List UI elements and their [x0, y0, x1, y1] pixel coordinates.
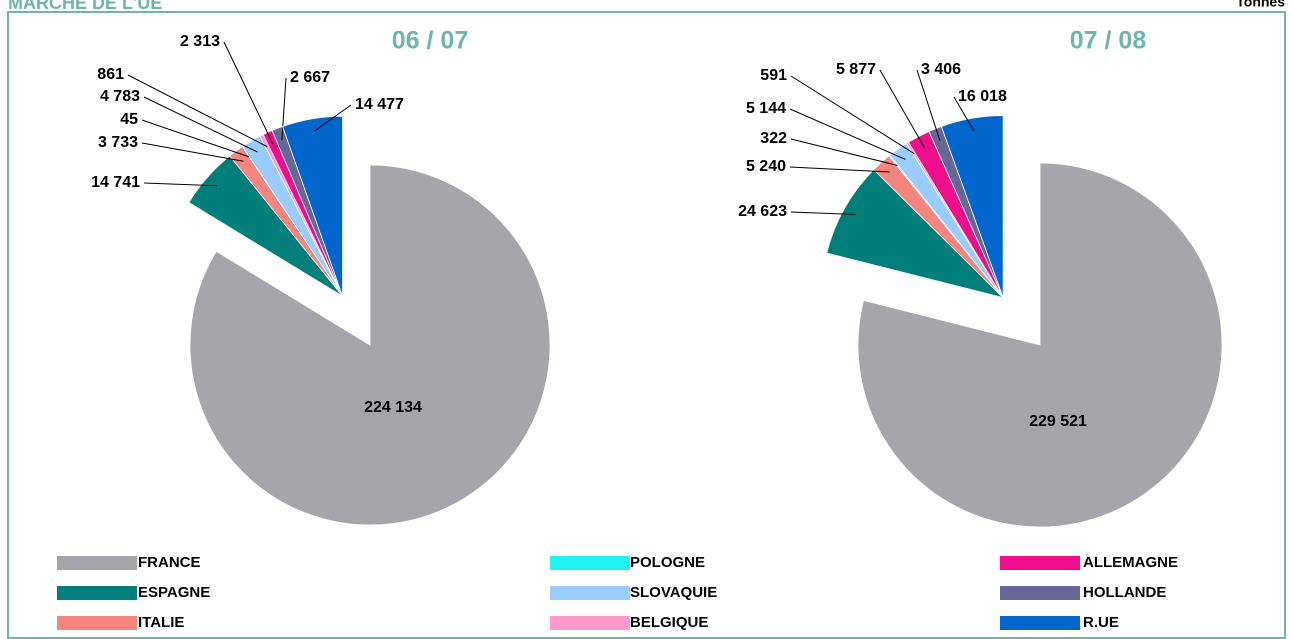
pie-slice	[857, 162, 1223, 528]
value-label: 45	[120, 111, 138, 128]
leader-line	[141, 119, 250, 158]
legend-swatch	[1000, 616, 1080, 630]
legend-swatch	[57, 616, 137, 630]
legend-label: POLOGNE	[630, 554, 705, 571]
leader-line	[916, 69, 941, 141]
leader-line	[281, 77, 287, 141]
legend-label: HOLLANDE	[1083, 584, 1166, 601]
leader-line	[127, 74, 268, 148]
value-label: 2 313	[180, 33, 220, 50]
pie-slice	[189, 164, 551, 526]
leader-line	[790, 138, 898, 166]
value-label: 4 783	[100, 88, 140, 105]
leader-line	[313, 104, 352, 132]
legend-swatch	[550, 616, 630, 630]
pie-title: 06 / 07	[392, 27, 468, 55]
leader-line	[143, 96, 258, 153]
value-label: 5 240	[746, 158, 786, 175]
legend-swatch	[57, 556, 137, 570]
frame	[7, 11, 1286, 639]
leader-line	[789, 108, 906, 160]
value-label: 3 406	[921, 61, 961, 78]
value-label: 24 623	[738, 203, 787, 220]
pie-slice	[940, 115, 1004, 298]
units-label: Tonnes	[1236, 0, 1285, 10]
legend-label: ALLEMAGNE	[1083, 554, 1178, 571]
leader-line	[953, 96, 975, 132]
legend-label: SLOVAQUIE	[630, 584, 717, 601]
legend-swatch	[550, 586, 630, 600]
value-label: 224 134	[364, 399, 422, 416]
legend-swatch	[1000, 586, 1080, 600]
legend-label: ITALIE	[138, 614, 184, 631]
value-label: 229 521	[1029, 413, 1087, 430]
legend-swatch	[57, 586, 137, 600]
leader-line	[789, 166, 890, 173]
value-label: 861	[97, 66, 124, 83]
leader-line	[223, 41, 274, 145]
legend-label: ESPAGNE	[138, 584, 210, 601]
legend-label: R.UE	[1083, 614, 1119, 631]
leader-line	[790, 211, 856, 215]
legend-label: BELGIQUE	[630, 614, 708, 631]
leader-line	[879, 69, 925, 149]
value-label: 322	[760, 130, 787, 147]
leader-line	[143, 182, 217, 187]
value-label: 3 733	[98, 134, 138, 151]
header-title: MARCHE DE L'UE	[8, 0, 162, 13]
leader-line	[790, 75, 915, 155]
leader-line	[141, 142, 244, 162]
pie-title: 07 / 08	[1070, 27, 1147, 55]
value-label: 591	[760, 67, 787, 84]
pie-slice	[282, 115, 343, 297]
value-label: 5 144	[746, 100, 786, 117]
value-label: 14 741	[91, 174, 140, 191]
legend-swatch	[550, 556, 630, 570]
value-label: 16 018	[958, 88, 1007, 105]
value-label: 2 667	[290, 69, 330, 86]
legend-swatch	[1000, 556, 1080, 570]
value-label: 14 477	[355, 96, 404, 113]
value-label: 5 877	[836, 61, 876, 78]
legend-label: FRANCE	[138, 554, 201, 571]
